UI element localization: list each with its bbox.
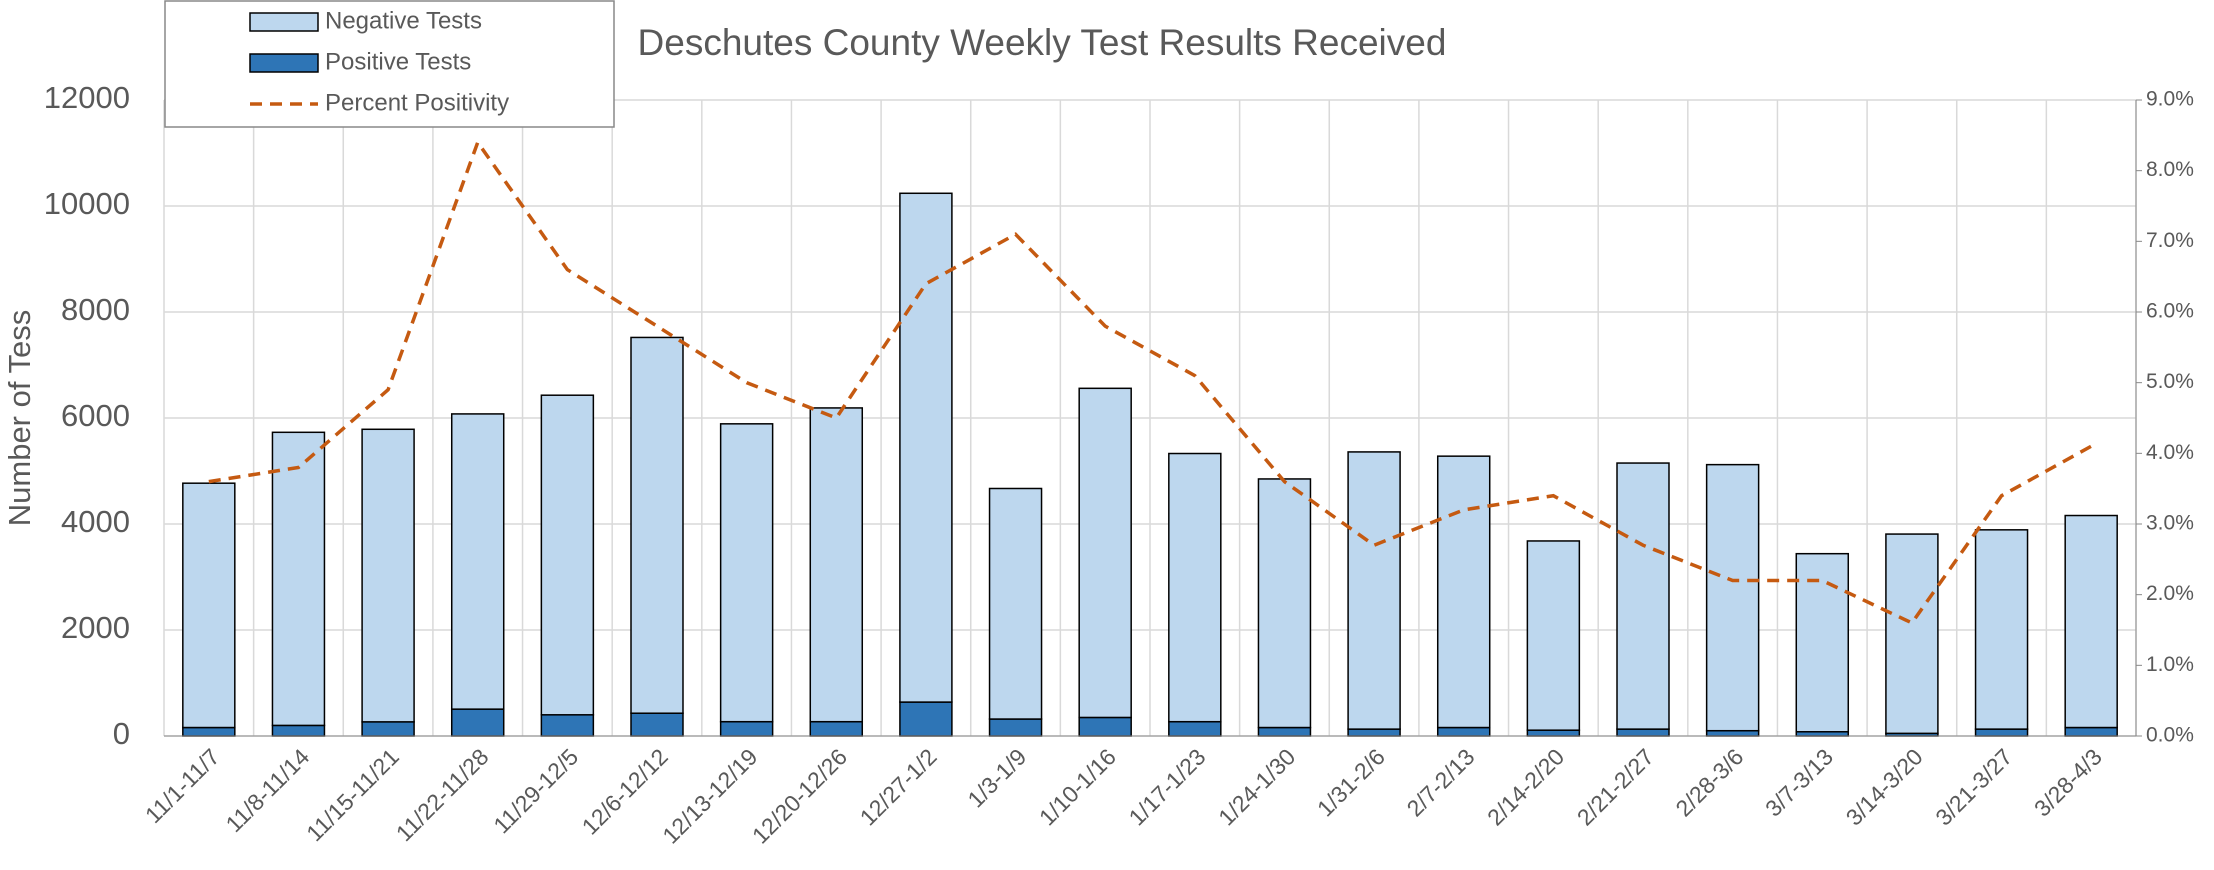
bar xyxy=(1526,729,1581,737)
bar xyxy=(1616,462,1670,730)
bar xyxy=(809,407,864,723)
bar xyxy=(450,413,505,710)
x-tick-label: 3/7-3/13 xyxy=(1760,743,1838,821)
bar xyxy=(1347,728,1401,737)
bar xyxy=(899,701,953,737)
y-tick-label: 4000 xyxy=(61,504,130,539)
bar xyxy=(630,336,684,714)
x-tick-label: 1/17-1/23 xyxy=(1124,743,1211,830)
x-tick-label: 1/24-1/30 xyxy=(1213,743,1300,830)
x-tick-label: 1/31-2/6 xyxy=(1312,743,1390,821)
x-tick-label: 12/27-1/2 xyxy=(855,743,942,830)
y-tick-label: 0 xyxy=(113,716,130,751)
y2-tick-label: 5.0% xyxy=(2146,370,2194,393)
bar xyxy=(1616,728,1670,737)
legend-box xyxy=(164,0,615,128)
bar xyxy=(1347,451,1401,730)
bar xyxy=(899,192,953,703)
y-tick-label: 10000 xyxy=(44,186,130,221)
x-tick-label: 3/28-4/3 xyxy=(2029,743,2107,821)
x-tick-label: 11/15-11/21 xyxy=(301,743,404,846)
bar xyxy=(1078,716,1132,737)
bar xyxy=(1257,726,1312,737)
bar xyxy=(271,724,326,737)
bar xyxy=(1705,463,1760,732)
bar xyxy=(2064,726,2118,737)
bar xyxy=(1705,729,1760,737)
x-tick-label: 2/14-2/20 xyxy=(1482,743,1569,830)
bar xyxy=(1974,728,2029,737)
bar xyxy=(809,720,864,737)
legend-label: Percent Positivity xyxy=(325,89,509,116)
bar xyxy=(988,487,1043,720)
bar xyxy=(630,712,684,737)
y2-tick-label: 3.0% xyxy=(2146,512,2194,535)
y2-tick-label: 6.0% xyxy=(2146,300,2194,323)
bar xyxy=(361,428,415,723)
legend-label: Positive Tests xyxy=(325,48,471,75)
bar xyxy=(450,708,505,737)
y2-tick-label: 4.0% xyxy=(2146,441,2194,464)
x-tick-label: 2/7-2/13 xyxy=(1401,743,1479,821)
legend-label: Negative Tests xyxy=(325,7,482,34)
x-tick-label: 12/6-12/12 xyxy=(577,743,673,839)
bar xyxy=(1436,455,1491,729)
y2-tick-label: 8.0% xyxy=(2146,158,2194,181)
x-tick-label: 12/13-12/19 xyxy=(657,743,762,848)
chart-title: Deschutes County Weekly Test Results Rec… xyxy=(638,22,1447,63)
legend-swatch xyxy=(249,12,319,32)
x-tick-label: 11/29-12/5 xyxy=(488,743,583,838)
bar xyxy=(182,482,236,729)
bar xyxy=(1168,452,1222,723)
y-tick-label: 6000 xyxy=(61,398,130,433)
y-tick-label: 8000 xyxy=(61,292,130,327)
bar xyxy=(1526,540,1581,731)
y2-tick-label: 1.0% xyxy=(2146,653,2194,676)
bar xyxy=(1078,387,1132,719)
bar xyxy=(540,394,595,716)
line xyxy=(208,138,2093,626)
bar xyxy=(182,726,236,737)
bar xyxy=(361,721,415,737)
x-tick-label: 3/21-3/27 xyxy=(1930,743,2017,830)
bar xyxy=(1168,720,1222,737)
x-tick-label: 11/1-11/7 xyxy=(140,743,225,828)
bar xyxy=(1257,478,1312,729)
bar xyxy=(719,720,774,737)
y-tick-label: 12000 xyxy=(44,80,130,115)
x-tick-label: 2/28-3/6 xyxy=(1670,743,1748,821)
bar xyxy=(1436,726,1491,737)
y2-tick-label: 9.0% xyxy=(2146,88,2194,111)
bar xyxy=(1795,552,1850,733)
bar xyxy=(271,431,326,727)
legend: Negative Tests Positive Tests Percent Posi… xyxy=(164,0,615,128)
bar xyxy=(1974,529,2029,730)
x-tick-label: 1/3-1/9 xyxy=(962,743,1031,812)
y-axis-title: Number of Tess xyxy=(2,310,37,527)
bar xyxy=(2064,514,2118,729)
x-tick-label: 2/21-2/27 xyxy=(1572,743,1659,830)
x-tick-label: 11/8-11/14 xyxy=(221,743,315,837)
bar xyxy=(719,423,774,723)
x-tick-label: 1/10-1/16 xyxy=(1034,743,1121,830)
y-tick-label: 2000 xyxy=(61,610,130,645)
x-tick-label: 12/20-12/26 xyxy=(747,743,852,848)
x-tick-label: 11/22-11/28 xyxy=(391,743,494,846)
bar xyxy=(988,718,1043,737)
y2-tick-label: 7.0% xyxy=(2146,229,2194,252)
bar xyxy=(540,714,595,737)
y2-tick-label: 0.0% xyxy=(2146,724,2194,747)
x-tick-label: 3/14-3/20 xyxy=(1841,743,1928,830)
bar xyxy=(1885,533,1939,735)
legend-swatch xyxy=(249,53,319,73)
y2-tick-label: 2.0% xyxy=(2146,582,2194,605)
